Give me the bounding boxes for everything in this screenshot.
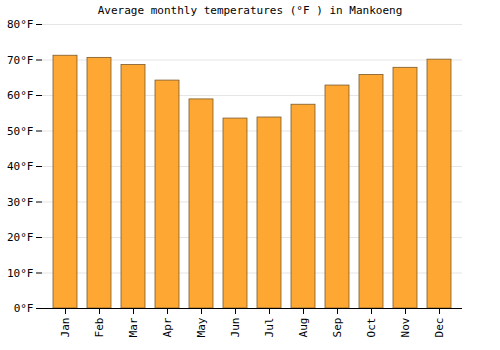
svg-text:Aug: Aug [297,318,310,338]
svg-text:Sep: Sep [331,318,344,338]
svg-text:0°F: 0°F [14,302,34,315]
svg-text:20°F: 20°F [7,231,34,244]
svg-text:Nov: Nov [399,317,412,337]
svg-text:Jul: Jul [263,318,276,338]
svg-text:10°F: 10°F [7,267,34,280]
svg-text:Mar: Mar [127,317,140,337]
svg-text:Oct: Oct [365,318,378,338]
svg-text:30°F: 30°F [7,196,34,209]
svg-text:Feb: Feb [93,318,106,338]
svg-text:May: May [195,317,208,337]
svg-text:Jun: Jun [229,318,242,338]
svg-text:Dec: Dec [433,318,446,338]
svg-text:Jan: Jan [59,318,72,338]
svg-text:80°F: 80°F [7,20,34,31]
svg-text:60°F: 60°F [7,89,34,102]
svg-text:50°F: 50°F [7,125,34,138]
svg-text:Apr: Apr [161,317,174,337]
svg-text:40°F: 40°F [7,160,34,173]
svg-text:70°F: 70°F [7,54,34,67]
html-text:Average monthly temperatures (: Average monthly temperatures (°F ) in Ma… [97,4,403,17]
